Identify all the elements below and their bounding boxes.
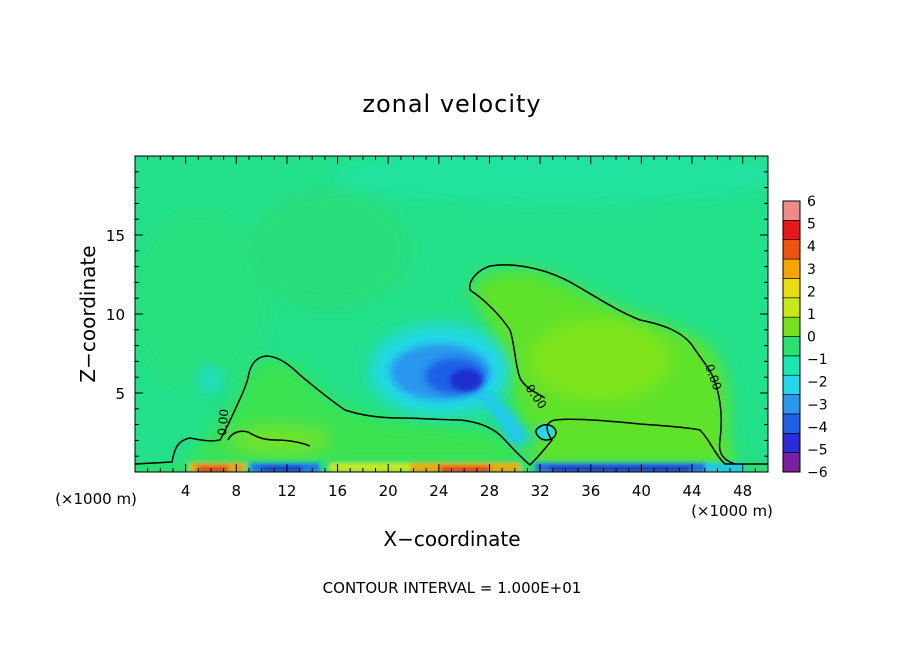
colorbar-swatch [782, 278, 801, 299]
x-tick-label: 40 [632, 482, 651, 500]
colorbar-frame [782, 200, 801, 473]
colorbar-swatch [782, 220, 801, 241]
y-axis-label: Z−coordinate [76, 245, 100, 382]
colorbar-swatch [782, 336, 801, 357]
x-tick-label: 20 [379, 482, 398, 500]
colorbar-label: 1 [807, 307, 816, 323]
x-tick-label: 24 [429, 482, 448, 500]
x-tick-label: 28 [480, 482, 499, 500]
colorbar-swatch [782, 297, 801, 318]
negative-field [196, 325, 555, 446]
colorbar-label: −2 [807, 375, 828, 391]
x-tick-label: 44 [682, 482, 701, 500]
colorbar-label: −5 [807, 442, 828, 458]
colorbar-label: 0 [807, 330, 816, 346]
colorbar-label: 2 [807, 284, 816, 300]
colorbar-label: −3 [807, 397, 828, 413]
colorbar-label: −1 [807, 352, 828, 368]
colorbar-swatch [782, 394, 801, 415]
near-surface-band [135, 462, 768, 472]
x-tick-label: 36 [581, 482, 600, 500]
x-unit-right: (×1000 m) [691, 502, 773, 520]
colorbar: 6 5 4 3 2 1 0 −1 −2 −3 −4 −5 −6 [782, 194, 828, 481]
colorbar-swatch [782, 413, 801, 434]
x-unit-left: (×1000 m) [55, 490, 137, 508]
x-tick-label: 8 [232, 482, 242, 500]
x-tick-label: 16 [328, 482, 347, 500]
colorbar-swatch [782, 355, 801, 376]
colorbar-swatch [782, 258, 801, 279]
colorbar-swatch [782, 200, 801, 221]
colorbar-label: 5 [807, 217, 816, 233]
contour-interval: CONTOUR INTERVAL = 1.000E+01 [323, 579, 582, 597]
y-axis-ticks: 5 10 15 [106, 171, 768, 457]
field-upper-shading [135, 156, 768, 390]
zero-contour-left [227, 430, 311, 447]
colorbar-label: −6 [807, 465, 828, 481]
x-axis-label: X−coordinate [383, 527, 520, 551]
colorbar-swatch [782, 239, 801, 260]
x-tick-label: 48 [733, 482, 752, 500]
x-tick-label: 32 [531, 482, 550, 500]
colorbar-swatch [782, 432, 801, 453]
x-tick-label: 4 [181, 482, 191, 500]
zero-contour-ridge [469, 289, 546, 399]
x-axis-ticks: 4 8 12 16 20 24 28 32 36 40 44 48 [147, 156, 756, 500]
y-tick-label: 5 [115, 385, 125, 403]
colorbar-label: −4 [807, 420, 828, 436]
y-tick-label: 15 [106, 227, 125, 245]
zero-contour-loop [535, 424, 557, 441]
colorbar-swatch [782, 374, 801, 395]
zero-contour-main [135, 355, 768, 467]
y-tick-label: 10 [106, 306, 125, 324]
zero-contours [135, 264, 768, 467]
zero-contour-upper [469, 264, 736, 465]
chart-title: zonal velocity [362, 90, 541, 118]
colorbar-swatch [782, 452, 801, 473]
x-tick-label: 12 [277, 482, 296, 500]
colorbar-label: 3 [807, 262, 816, 278]
colorbar-swatch [782, 316, 801, 337]
contour-label: 0.00 [215, 408, 231, 436]
colorbar-label: 6 [807, 194, 816, 210]
colorbar-label: 4 [807, 239, 816, 255]
